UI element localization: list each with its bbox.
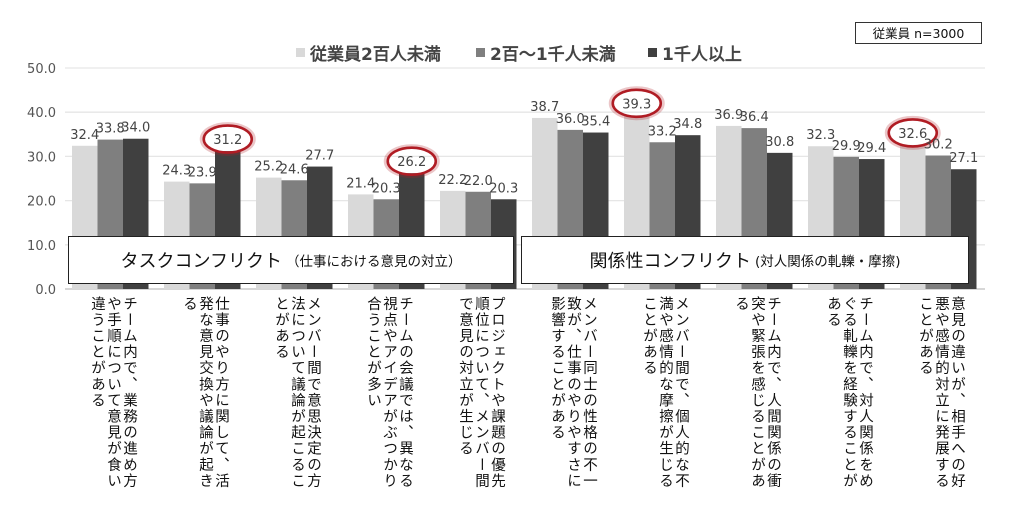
- data-label: 29.4: [857, 141, 886, 156]
- data-label: 27.1: [949, 151, 978, 166]
- highlight-glow: [199, 122, 256, 157]
- data-label: 24.6: [280, 162, 309, 177]
- legend-swatch: [296, 48, 305, 57]
- data-label: 36.0: [556, 112, 585, 127]
- category-label: プロジェクトや課題の優先順位について、メンバー間で意見の対立が生じる: [457, 296, 505, 490]
- data-label: 33.2: [648, 124, 677, 139]
- legend-item-medium: 2百～1千人未満: [476, 40, 616, 65]
- group-subtitle: (対人関係の軋轢・摩擦): [754, 254, 901, 270]
- y-tick-label: 10.0: [27, 239, 56, 254]
- legend-swatch: [476, 48, 485, 57]
- data-label: 32.4: [70, 128, 99, 143]
- data-label: 38.7: [530, 100, 559, 115]
- group-title: 関係性コンフリクト: [589, 251, 751, 272]
- category-label: メンバー間で意思決定の方法について議論が起こることがある: [273, 296, 321, 490]
- highlight-circle: [202, 124, 254, 154]
- data-label: 39.3: [622, 97, 651, 112]
- y-tick-label: 40.0: [27, 106, 56, 121]
- legend-label: 従業員2百人未満: [310, 45, 441, 65]
- legend-swatch: [648, 48, 657, 57]
- data-label: 26.2: [397, 155, 426, 170]
- data-label: 33.8: [96, 122, 125, 137]
- y-tick-label: 20.0: [27, 195, 56, 210]
- data-label: 23.9: [188, 165, 217, 180]
- group-label-relationship-conflict: 関係性コンフリクト (対人関係の軋轢・摩擦): [521, 236, 969, 284]
- legend-label: 2百～1千人未満: [490, 45, 616, 65]
- data-label: 25.2: [254, 160, 283, 175]
- data-label: 36.9: [714, 108, 743, 123]
- y-tick-label: 0.0: [35, 283, 56, 298]
- data-label: 29.9: [832, 139, 861, 154]
- category-label: チームの会議では、異なる視点やアイデアがぶつかり合うことが多い: [365, 296, 413, 490]
- sample-size-note: 従業員 n=3000: [855, 22, 982, 44]
- category-label: チーム内で、業務の進め方や手順について意見が食い違うことがある: [89, 296, 137, 490]
- data-label: 36.4: [740, 110, 769, 125]
- highlight-circle: [611, 88, 663, 119]
- data-label: 21.4: [346, 176, 375, 191]
- data-label: 35.4: [581, 115, 610, 130]
- data-label: 30.8: [765, 135, 794, 150]
- highlight-circle: [887, 118, 939, 148]
- data-label: 20.3: [489, 181, 518, 196]
- category-label: 意見の違いが、相手への好悪や感情的対立に発展することがある: [917, 296, 965, 490]
- category-label: メンバー同士の性格の不一致が、仕事のやりやすさに影響することがある: [549, 296, 597, 490]
- group-label-task-conflict: タスクコンフリクト （仕事における意見の対立）: [68, 236, 514, 284]
- category-label: メンバー間で、個人的な不満や感情的な摩擦が生じることがある: [641, 296, 689, 490]
- category-label: チーム内で、人間関係の衝突や緊張を感じることがある: [733, 296, 781, 490]
- legend-item-large: 1千人以上: [648, 40, 742, 65]
- group-subtitle: （仕事における意見の対立）: [285, 254, 462, 270]
- data-label: 34.8: [673, 117, 702, 132]
- data-label: 20.3: [372, 181, 401, 196]
- highlight-glow: [383, 144, 440, 179]
- data-label: 31.2: [213, 133, 242, 148]
- highlight-circle: [386, 146, 438, 176]
- group-title: タスクコンフリクト: [120, 251, 282, 272]
- data-label: 32.3: [806, 128, 835, 143]
- data-label: 27.7: [305, 149, 334, 164]
- category-label: 仕事のやり方に関して、活発な意見交換や議論が起きる: [181, 296, 229, 490]
- highlight-glow: [608, 86, 665, 121]
- legend-item-small: 従業員2百人未満: [296, 40, 441, 65]
- data-label: 22.0: [464, 174, 493, 189]
- legend-label: 1千人以上: [662, 45, 742, 65]
- data-label: 22.2: [438, 173, 467, 188]
- data-label: 24.3: [162, 164, 191, 179]
- data-label: 32.6: [898, 127, 927, 142]
- data-label: 30.2: [924, 138, 953, 153]
- y-tick-label: 50.0: [27, 62, 56, 77]
- data-label: 34.0: [121, 121, 150, 136]
- highlight-glow: [884, 115, 941, 150]
- y-tick-label: 30.0: [27, 150, 56, 165]
- category-label: チーム内で、対人関係をめぐる軋轢を経験することがある: [825, 296, 873, 490]
